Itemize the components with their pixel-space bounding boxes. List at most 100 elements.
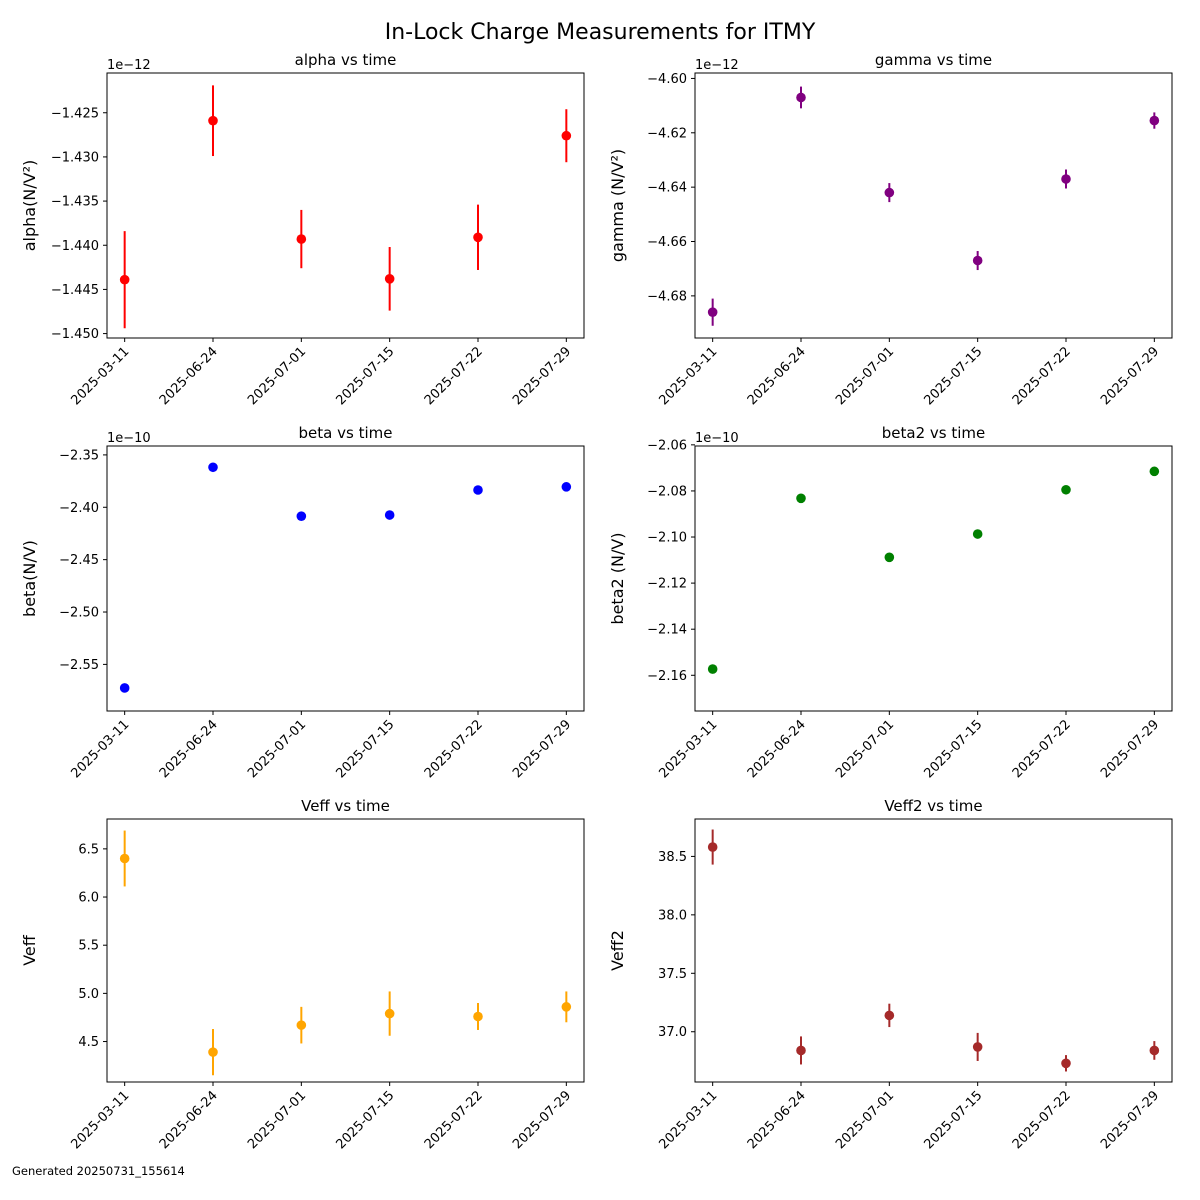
y-tick-label: −4.68 — [647, 289, 687, 304]
y-axis-label: Veff — [20, 934, 39, 966]
data-point — [707, 664, 718, 674]
x-tick-label: 2025-06-24 — [745, 717, 809, 781]
axes-frame — [694, 445, 1173, 712]
y-tick-label: −1.425 — [51, 106, 99, 121]
data-point — [1149, 466, 1160, 477]
chart-panel-1: gamma vs time 1e−12 gamma (N/V²) −4.68 −4.66… — [608, 51, 1173, 408]
data-point — [208, 115, 218, 126]
y-tick-label: 4.5 — [78, 1035, 99, 1050]
data-point — [384, 274, 395, 284]
y-axis-label: gamma (N/V²) — [608, 149, 627, 262]
y-axis-label: beta2 (N/V) — [608, 532, 627, 624]
y-tick-label: −2.45 — [59, 553, 99, 568]
x-tick-label: 2025-03-11 — [68, 717, 132, 781]
data-point — [972, 529, 983, 539]
x-tick-label: 2025-06-24 — [745, 1088, 809, 1152]
data-point — [473, 1011, 483, 1022]
x-tick-label: 2025-06-24 — [157, 1088, 221, 1152]
y-tick-label: −4.66 — [647, 235, 687, 250]
x-tick-label: 2025-07-15 — [921, 1088, 985, 1152]
chart-panel-4: Veff vs time Veff 4.5 5.0 5.5 6.0 6.5 2025-03-1… — [20, 797, 585, 1152]
y-tick-label: 6.0 — [78, 891, 99, 906]
y-tick-label: −1.430 — [51, 150, 99, 165]
y-tick-label: −2.06 — [647, 438, 687, 453]
y-tick-label: −2.35 — [59, 448, 99, 463]
x-tick-label: 2025-07-01 — [833, 344, 897, 408]
x-tick-label: 2025-07-29 — [510, 717, 574, 781]
y-tick-label: −1.445 — [51, 283, 99, 298]
x-tick-label: 2025-07-22 — [1010, 344, 1074, 408]
x-tick-label: 2025-03-11 — [68, 1088, 132, 1152]
chart-panel-0: alpha vs time 1e−12 alpha(N/V²) −1.450 −1.44… — [20, 51, 585, 408]
x-tick-label: 2025-03-11 — [656, 344, 720, 408]
data-point — [296, 1020, 307, 1030]
axes-frame — [694, 72, 1173, 339]
data-point — [119, 274, 130, 285]
page-title: In-Lock Charge Measurements for ITMY — [384, 20, 816, 45]
data-point — [561, 130, 572, 141]
y-axis-label: alpha(N/V²) — [20, 160, 39, 252]
chart-panel-2: beta vs time 1e−10 beta(N/V) −2.55 −2.50 −2.4… — [20, 424, 585, 781]
data-point — [1061, 484, 1071, 495]
y-tick-label: −2.55 — [59, 658, 99, 673]
generated-timestamp: Generated 20250731_155614 — [12, 1164, 185, 1178]
data-point — [884, 1010, 895, 1021]
chart-title: Veff2 vs time — [884, 797, 982, 815]
y-tick-label: −2.50 — [59, 606, 99, 621]
data-point — [884, 552, 895, 563]
chart-title: Veff vs time — [301, 797, 390, 815]
x-tick-label: 2025-07-29 — [1098, 717, 1162, 781]
chart-title: gamma vs time — [875, 51, 992, 69]
y-scale-label: 1e−10 — [695, 431, 739, 446]
axes-frame — [694, 818, 1173, 1083]
data-point — [473, 485, 483, 495]
y-tick-label: −2.08 — [647, 484, 687, 499]
y-tick-label: 6.5 — [78, 842, 99, 857]
y-tick-label: 37.0 — [658, 1025, 687, 1040]
data-point — [384, 1008, 395, 1019]
chart-title: alpha vs time — [295, 51, 397, 69]
y-scale-label: 1e−12 — [107, 58, 151, 73]
x-tick-label: 2025-07-01 — [833, 1088, 897, 1152]
data-point — [208, 1047, 218, 1057]
y-tick-label: 38.0 — [658, 908, 687, 923]
data-point — [1061, 174, 1071, 184]
axes-frame — [106, 818, 585, 1083]
y-tick-label: 37.5 — [658, 967, 687, 982]
x-tick-label: 2025-07-01 — [245, 344, 309, 408]
chart-title: beta2 vs time — [882, 424, 985, 442]
y-tick-label: −2.14 — [647, 623, 687, 638]
y-axis-label: beta(N/V) — [20, 540, 39, 617]
x-tick-label: 2025-07-22 — [422, 717, 486, 781]
y-tick-label: 38.5 — [658, 850, 687, 865]
data-point — [296, 511, 307, 521]
data-point — [473, 232, 483, 243]
y-tick-label: −1.450 — [51, 327, 99, 342]
y-tick-label: −2.12 — [647, 577, 687, 592]
data-point — [884, 187, 895, 198]
x-tick-label: 2025-07-29 — [1098, 344, 1162, 408]
y-tick-label: −1.435 — [51, 195, 99, 210]
data-point — [707, 842, 718, 852]
x-tick-label: 2025-07-01 — [833, 717, 897, 781]
x-tick-label: 2025-07-15 — [333, 717, 397, 781]
y-tick-label: −4.60 — [647, 72, 687, 87]
data-point — [796, 1045, 806, 1056]
x-tick-label: 2025-03-11 — [656, 1088, 720, 1152]
data-point — [561, 482, 572, 492]
x-tick-label: 2025-07-15 — [921, 717, 985, 781]
data-point — [1149, 115, 1160, 126]
x-tick-label: 2025-03-11 — [656, 717, 720, 781]
y-scale-label: 1e−10 — [107, 431, 151, 446]
y-tick-label: −4.64 — [647, 181, 687, 196]
x-tick-label: 2025-07-01 — [245, 1088, 309, 1152]
chart-panel-5: Veff2 vs time Veff2 37.0 37.5 38.0 38.5 2025-0… — [608, 797, 1173, 1152]
x-tick-label: 2025-07-29 — [510, 344, 574, 408]
data-point — [296, 234, 307, 244]
data-point — [796, 493, 806, 504]
x-tick-label: 2025-07-15 — [333, 344, 397, 408]
y-tick-label: 5.5 — [78, 939, 99, 954]
x-tick-label: 2025-07-15 — [921, 344, 985, 408]
data-point — [1149, 1045, 1160, 1056]
